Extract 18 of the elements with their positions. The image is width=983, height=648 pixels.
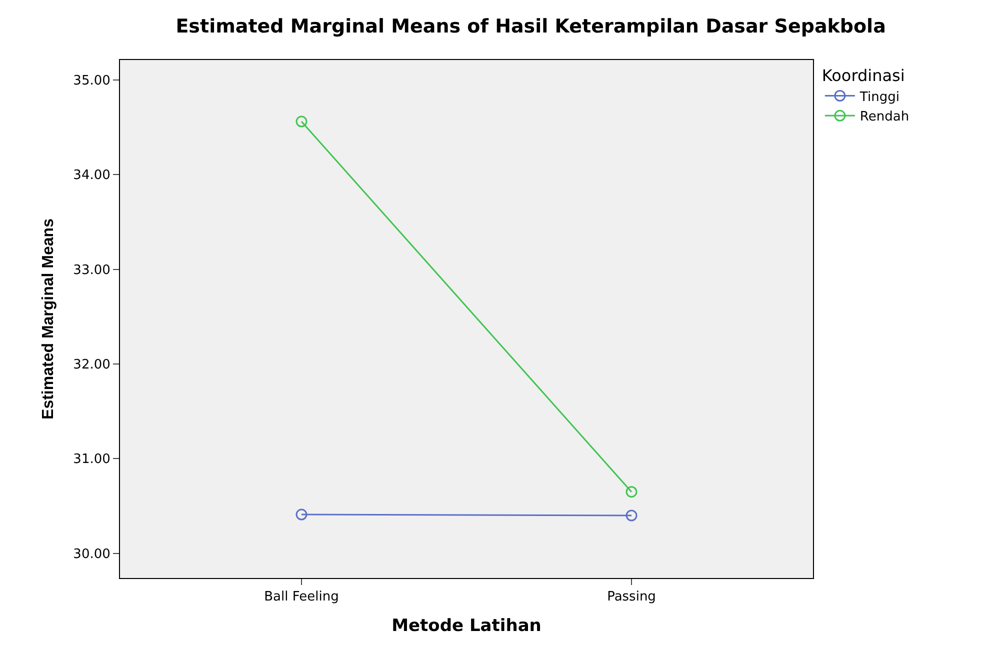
- legend-label: Tinggi: [858, 90, 900, 105]
- legend-label: Rendah: [860, 110, 910, 125]
- x-tick-label: Passing: [607, 590, 656, 605]
- point: [626, 510, 638, 522]
- point: [296, 116, 308, 128]
- point: [296, 508, 308, 520]
- y-tick-label: 32.00: [73, 358, 110, 373]
- y-tick-label: 34.00: [73, 168, 110, 184]
- legend-title: Koordinasi: [822, 66, 905, 85]
- point: [626, 486, 638, 498]
- y-tick-label: 33.00: [73, 262, 110, 278]
- x-axis-title: Metode Latihan: [392, 616, 542, 636]
- y-axis-title: Estimated Marginal Means: [40, 218, 58, 420]
- y-tick-label: 30.00: [73, 546, 110, 562]
- y-tick-label: 31.00: [73, 452, 110, 468]
- y-tick-label: 35.00: [73, 73, 110, 88]
- x-tick-label: Ball Feeling: [264, 590, 339, 605]
- chart-title: Estimated Marginal Means of Hasil Keterampilan Dasar Sepakbola: [176, 16, 886, 38]
